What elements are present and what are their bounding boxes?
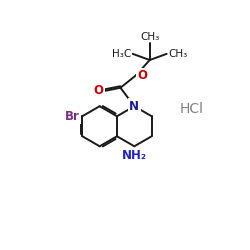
Text: H₃C: H₃C — [112, 49, 131, 59]
Text: O: O — [94, 84, 104, 97]
Text: CH₃: CH₃ — [168, 49, 188, 59]
Text: NH₂: NH₂ — [122, 148, 147, 162]
Text: CH₃: CH₃ — [140, 32, 159, 42]
Text: HCl: HCl — [179, 102, 203, 116]
Text: O: O — [138, 69, 147, 82]
Text: Br: Br — [65, 110, 80, 123]
Text: N: N — [129, 100, 139, 113]
